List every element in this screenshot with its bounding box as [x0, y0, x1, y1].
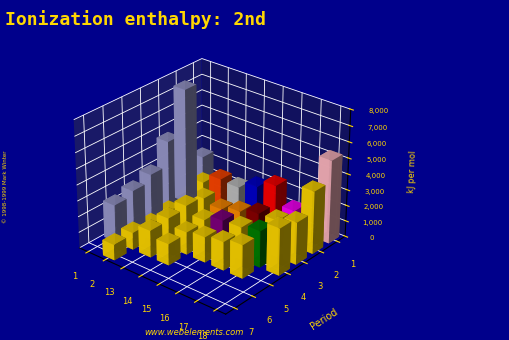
Text: Ionization enthalpy: 2nd: Ionization enthalpy: 2nd	[5, 10, 266, 29]
Text: © 1998-1999 Mark Winter: © 1998-1999 Mark Winter	[3, 151, 8, 223]
Text: www.webelements.com: www.webelements.com	[144, 328, 243, 337]
Y-axis label: Period: Period	[308, 307, 340, 332]
